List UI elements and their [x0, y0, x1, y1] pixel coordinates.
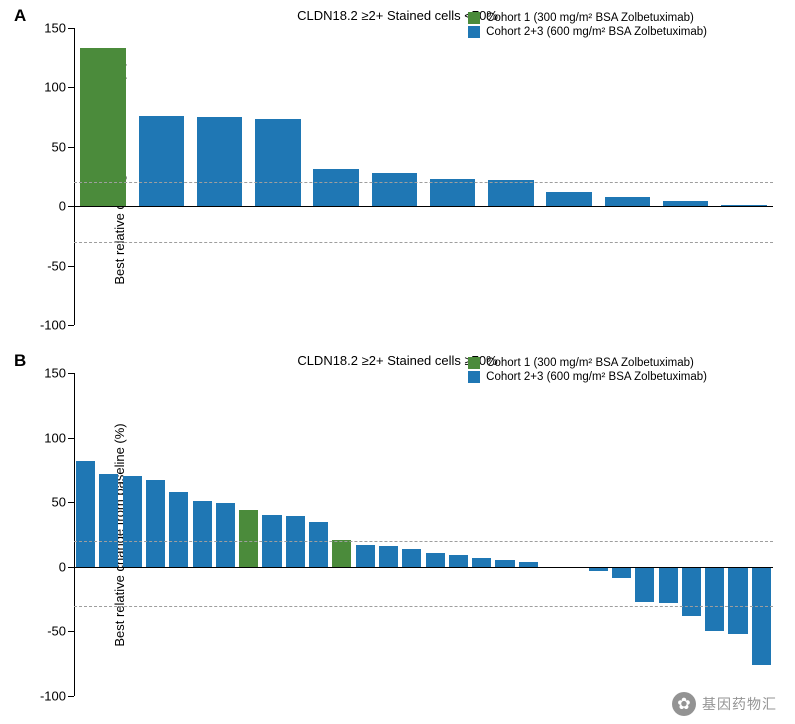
bar: [197, 117, 242, 206]
panel-a-bars: [74, 28, 773, 325]
y-tick-label: -50: [47, 624, 74, 639]
y-tick-label: 0: [59, 559, 74, 574]
legend-label-cohort1: Cohort 1 (300 mg/m² BSA Zolbetuximab): [486, 12, 694, 24]
bar: [752, 567, 771, 665]
bar: [313, 169, 358, 206]
bar: [239, 510, 258, 567]
bar: [193, 501, 212, 567]
watermark: ✿ 基因药物汇: [672, 692, 777, 716]
y-tick-label: 0: [59, 199, 74, 214]
y-tick-label: 50: [52, 495, 74, 510]
panel-b-bars: [74, 373, 773, 696]
reference-line: [74, 182, 773, 183]
legend-swatch-cohort1: [468, 357, 480, 369]
reference-line: [74, 242, 773, 243]
panel-b: B CLDN18.2 ≥2+ Stained cells ≥70% Best r…: [0, 345, 795, 724]
watermark-text: 基因药物汇: [702, 694, 777, 714]
y-tick-label: 100: [44, 430, 74, 445]
bar: [488, 180, 533, 206]
bar: [705, 567, 724, 632]
figure-container: A CLDN18.2 ≥2+ Stained cells <70% Best r…: [0, 0, 795, 724]
reference-line: [74, 541, 773, 542]
bar: [76, 461, 95, 567]
bar: [546, 192, 591, 206]
zero-line: [74, 567, 773, 568]
reference-line: [74, 606, 773, 607]
bar: [123, 476, 142, 566]
legend-swatch-cohort1: [468, 12, 480, 24]
bar: [216, 503, 235, 566]
panel-a: A CLDN18.2 ≥2+ Stained cells <70% Best r…: [0, 0, 795, 345]
bar: [379, 546, 398, 567]
panel-b-plot: -100-50050100150: [74, 373, 773, 697]
bar: [728, 567, 747, 634]
bar: [332, 540, 351, 567]
bar: [255, 119, 300, 206]
y-tick-label: -100: [40, 318, 74, 333]
watermark-icon: ✿: [672, 692, 696, 716]
bar: [659, 567, 678, 603]
y-tick-label: 50: [52, 139, 74, 154]
bar: [356, 545, 375, 567]
zero-line: [74, 206, 773, 207]
bar: [99, 474, 118, 567]
y-tick-label: -50: [47, 258, 74, 273]
panel-a-plot: -100-50050100150: [74, 28, 773, 326]
legend-item-cohort1: Cohort 1 (300 mg/m² BSA Zolbetuximab): [468, 357, 707, 369]
bar: [605, 197, 650, 207]
y-tick-label: 150: [44, 366, 74, 381]
bar: [682, 567, 701, 616]
bar: [402, 549, 421, 567]
bar: [139, 116, 184, 206]
y-tick-label: 100: [44, 80, 74, 95]
bar: [372, 173, 417, 206]
bar: [635, 567, 654, 602]
bar: [472, 558, 491, 567]
bar: [612, 567, 631, 579]
bar: [169, 492, 188, 567]
legend-label-cohort1: Cohort 1 (300 mg/m² BSA Zolbetuximab): [486, 357, 694, 369]
y-tick-label: -100: [40, 689, 74, 704]
legend-item-cohort1: Cohort 1 (300 mg/m² BSA Zolbetuximab): [468, 12, 707, 24]
bar: [309, 522, 328, 567]
y-tick-label: 150: [44, 21, 74, 36]
bar: [426, 553, 445, 567]
bar: [449, 555, 468, 567]
bar: [146, 480, 165, 567]
